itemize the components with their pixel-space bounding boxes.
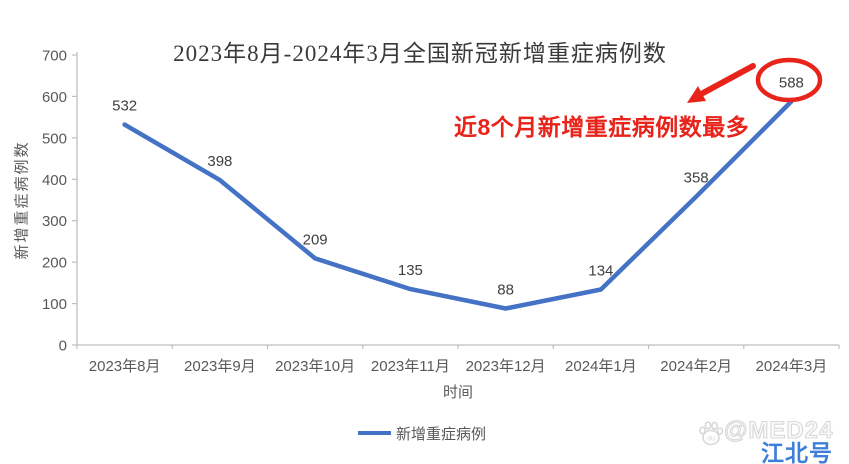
x-category-label: 2024年1月 — [565, 358, 637, 375]
annotation-arrow-head — [687, 86, 706, 103]
x-category-label: 2023年8月 — [89, 358, 161, 375]
y-tick-label: 0 — [59, 338, 67, 355]
data-label: 134 — [588, 262, 613, 279]
data-label: 135 — [398, 262, 423, 279]
data-label: 88 — [497, 282, 514, 299]
annotation-arrow-shaft — [700, 63, 756, 96]
annotation-group — [687, 57, 823, 103]
annotation-text: 近8个月新增重症病例数最多 — [454, 114, 750, 140]
data-label: 209 — [303, 231, 328, 248]
highlight-ellipse — [755, 57, 823, 103]
watermark-handle: @MED24 — [723, 416, 834, 444]
y-tick-label: 500 — [42, 130, 67, 147]
x-category-label: 2023年12月 — [466, 358, 546, 375]
y-tick-label: 400 — [42, 172, 67, 189]
x-category-label: 2023年9月 — [184, 358, 256, 375]
y-tick-label: 700 — [42, 48, 67, 65]
data-label: 358 — [684, 170, 709, 187]
baidu-paw-icon: du — [699, 421, 724, 446]
data-label: 398 — [207, 153, 232, 170]
x-category-label: 2023年11月 — [371, 358, 450, 375]
y-tick-label: 600 — [42, 89, 67, 106]
data-label: 588 — [779, 74, 804, 91]
x-category-label: 2023年10月 — [275, 358, 355, 375]
x-category-label: 2024年3月 — [756, 358, 828, 375]
legend: 新增重症病例 — [358, 424, 487, 443]
x-category-label: 2024年2月 — [660, 358, 732, 375]
legend-line-swatch — [358, 431, 391, 435]
legend-label: 新增重症病例 — [396, 425, 487, 443]
chart-title: 2023年8月-2024年3月全国新冠新增重症病例数 — [173, 41, 667, 66]
y-tick-label: 300 — [42, 213, 67, 230]
watermark-badge: 江北号 — [761, 440, 833, 464]
x-axis-title: 时间 — [443, 384, 473, 401]
paw-du-text: du — [707, 436, 715, 443]
y-tick-label: 100 — [42, 296, 67, 313]
data-label: 532 — [112, 98, 137, 115]
series-line — [122, 99, 794, 311]
y-tick-label: 200 — [42, 255, 67, 272]
y-axis-title: 新增重症病例数 — [13, 140, 31, 260]
